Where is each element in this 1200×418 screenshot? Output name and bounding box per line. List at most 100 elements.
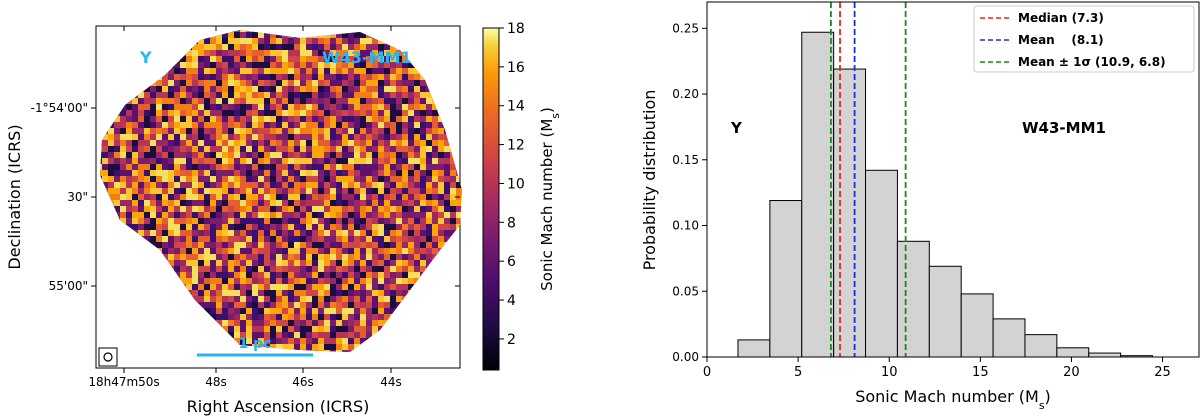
map-pixel	[318, 188, 324, 194]
map-pixel	[270, 44, 276, 50]
map-pixel	[306, 182, 312, 188]
map-pixel	[204, 224, 210, 230]
map-pixel	[186, 110, 192, 116]
map-pixel	[204, 140, 210, 146]
map-pixel	[198, 290, 204, 296]
map-pixel	[372, 272, 378, 278]
map-pixel	[288, 164, 294, 170]
map-pixel	[246, 128, 252, 134]
map-pixel	[312, 290, 318, 296]
map-pixel	[378, 260, 384, 266]
map-pixel	[330, 146, 336, 152]
map-pixel	[366, 74, 372, 80]
map-pixel	[240, 152, 246, 158]
map-pixel	[150, 224, 156, 230]
map-pixel	[426, 158, 432, 164]
map-pixel	[282, 146, 288, 152]
map-pixel	[330, 350, 336, 352]
map-pixel	[282, 188, 288, 194]
map-pixel	[102, 176, 108, 182]
map-pixel	[420, 182, 426, 188]
map-pixel	[366, 188, 372, 194]
map-pixel	[198, 272, 204, 278]
map-pixel	[246, 38, 252, 44]
map-pixel	[354, 116, 360, 122]
map-pixel	[282, 62, 288, 68]
map-pixel	[402, 122, 408, 128]
map-pixel	[192, 92, 198, 98]
map-pixel	[246, 188, 252, 194]
map-pixel	[366, 44, 372, 50]
map-pixel	[414, 128, 420, 134]
map-pixel	[408, 260, 414, 266]
map-pixel	[384, 296, 390, 302]
map-pixel	[366, 218, 372, 224]
map-pixel	[324, 104, 330, 110]
map-pixel	[420, 170, 426, 176]
map-pixel	[312, 248, 318, 254]
map-pixel	[120, 116, 126, 122]
map-pixel	[324, 224, 330, 230]
map-pixel	[390, 224, 396, 230]
map-pixel	[330, 272, 336, 278]
map-pixel	[276, 302, 282, 308]
map-pixel	[330, 218, 336, 224]
map-pixel	[336, 44, 342, 50]
map-pixel	[198, 116, 204, 122]
map-pixel	[282, 182, 288, 188]
map-pixel	[348, 68, 354, 74]
map-pixel	[156, 110, 162, 116]
map-pixel	[144, 194, 150, 200]
map-pixel	[342, 74, 348, 80]
map-pixel	[222, 308, 228, 314]
map-pixel	[300, 62, 306, 68]
map-pixel	[204, 278, 210, 284]
map-pixel	[384, 218, 390, 224]
map-pixel	[348, 248, 354, 254]
map-pixel	[228, 74, 234, 80]
hist-y-tick-label: 0.10	[672, 219, 699, 233]
map-pixel	[198, 212, 204, 218]
map-pixel	[270, 140, 276, 146]
map-pixel	[366, 158, 372, 164]
map-pixel	[198, 152, 204, 158]
map-pixel	[294, 140, 300, 146]
map-pixel	[324, 140, 330, 146]
map-pixel	[126, 200, 132, 206]
hist-y-axis-label: Probability distribution	[640, 90, 659, 271]
map-pixel	[372, 176, 378, 182]
map-pixel	[174, 236, 180, 242]
map-pixel	[396, 74, 402, 80]
map-pixel	[312, 134, 318, 140]
map-pixel	[354, 260, 360, 266]
map-pixel	[354, 218, 360, 224]
map-pixel	[192, 80, 198, 86]
map-pixel	[132, 206, 138, 212]
map-pixel	[396, 50, 402, 56]
map-pixel	[306, 158, 312, 164]
map-pixel	[276, 104, 282, 110]
map-pixel	[318, 212, 324, 218]
map-pixel	[282, 224, 288, 230]
map-pixel	[162, 128, 168, 134]
map-pixel	[240, 248, 246, 254]
map-pixel	[330, 266, 336, 272]
map-pixel	[294, 110, 300, 116]
map-pixel	[390, 128, 396, 134]
map-pixel	[330, 338, 336, 344]
map-pixel	[426, 182, 432, 188]
map-pixel	[360, 290, 366, 296]
map-pixel	[294, 152, 300, 158]
map-pixel	[330, 134, 336, 140]
map-pixel	[180, 164, 186, 170]
map-pixel	[276, 284, 282, 290]
map-pixel	[174, 242, 180, 248]
map-pixel	[198, 206, 204, 212]
map-pixel	[252, 122, 258, 128]
map-pixel	[222, 104, 228, 110]
map-pixel	[402, 176, 408, 182]
map-pixel	[336, 86, 342, 92]
map-pixel	[240, 266, 246, 272]
map-pixel	[210, 110, 216, 116]
map-pixel	[318, 314, 324, 320]
